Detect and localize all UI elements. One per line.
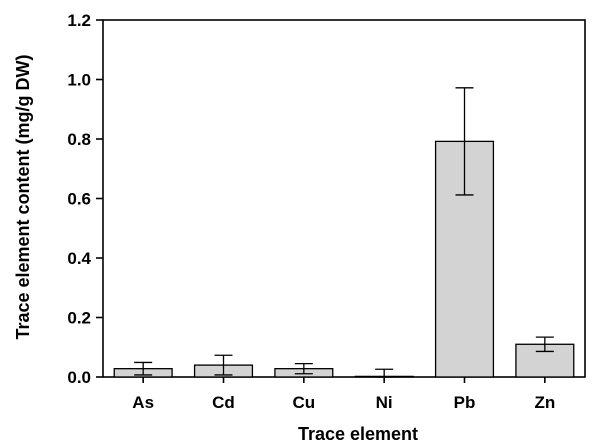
y-tick-label: 0.8 — [67, 130, 91, 149]
x-axis-title: Trace element — [298, 424, 418, 444]
x-tick-label-as: As — [132, 393, 154, 412]
plot-frame — [102, 19, 586, 378]
x-tick-label-cd: Cd — [212, 393, 235, 412]
x-tick-label-cu: Cu — [292, 393, 315, 412]
x-tick-label-ni: Ni — [376, 393, 393, 412]
x-tick-label-pb: Pb — [454, 393, 476, 412]
y-tick-label: 0.4 — [67, 249, 91, 268]
y-tick-label: 0.2 — [67, 309, 91, 328]
error-bars-group — [134, 87, 554, 378]
y-tick-label: 1.2 — [67, 11, 91, 30]
x-tick-label-zn: Zn — [534, 393, 555, 412]
y-axis-ticks: 0.0 0.2 0.4 0.6 0.8 1.0 1.2 — [67, 11, 103, 387]
y-axis-title: Trace element content (mg/g DW) — [13, 54, 33, 339]
plot-border — [102, 19, 586, 378]
y-tick-label: 1.0 — [67, 71, 91, 90]
y-tick-label: 0.0 — [67, 368, 91, 387]
x-axis-ticks: As Cd Cu Ni Pb Zn — [132, 377, 555, 412]
y-tick-label: 0.6 — [67, 190, 91, 209]
bars-group — [113, 140, 575, 378]
